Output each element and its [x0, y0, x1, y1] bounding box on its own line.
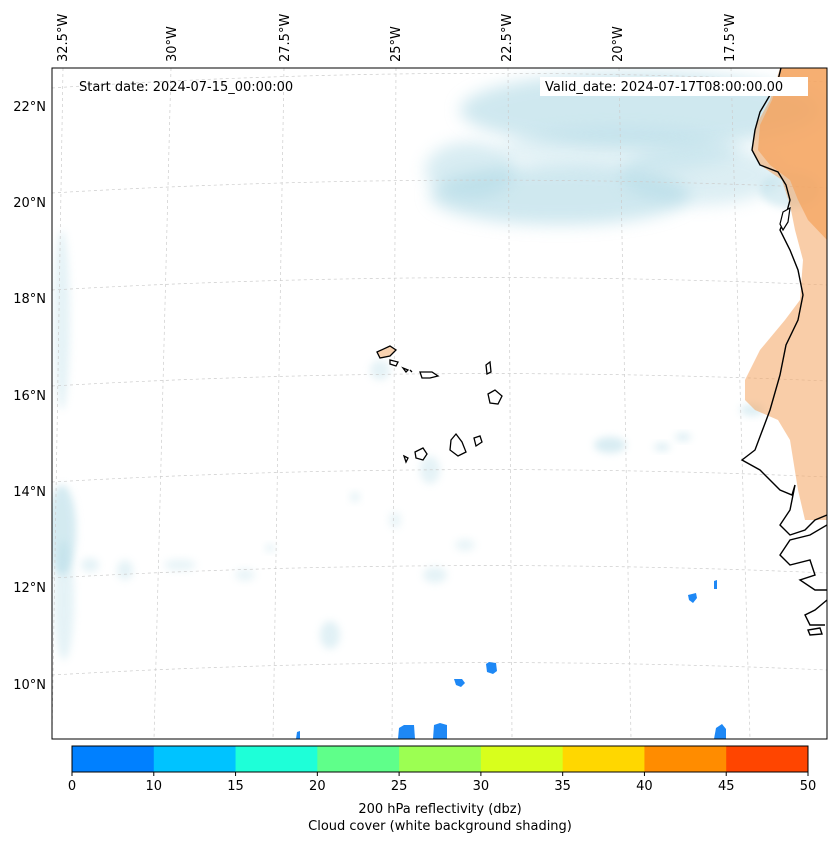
colorbar-tick-label: 40: [636, 779, 653, 794]
lon-tick-22-5w: 22.5°W: [500, 14, 515, 62]
colorbar-border: [71, 745, 809, 773]
colorbar-segment: [235, 746, 318, 772]
colorbar-segment: [562, 746, 645, 772]
valid-date-label: Valid_date: 2024-07-17T08:00:00.00: [545, 80, 783, 95]
start-date-label: Start date: 2024-07-15_00:00:00: [79, 80, 293, 95]
colorbar-tick-label: 20: [309, 779, 326, 794]
lon-tick-17-5w: 17.5°W: [723, 14, 738, 62]
colorbar: 0 10 15 20 25 30 35 40 45 50 200 hPa reflectivity…: [68, 745, 816, 834]
lat-tick-20n: 20°N: [13, 196, 46, 211]
colorbar-segments: [72, 746, 809, 772]
colorbar-label-cloud-cover: Cloud cover (white background shading): [308, 819, 572, 834]
cape-verde-islands: [376, 345, 503, 464]
colorbar-tick-label: 30: [473, 779, 490, 794]
latitude-tick-labels: 22°N 20°N 18°N 16°N 14°N 12°N 10°N: [13, 100, 46, 693]
colorbar-segment: [72, 746, 155, 772]
lon-tick-25w: 25°W: [389, 26, 404, 62]
cloud-cover-shading: [52, 72, 820, 660]
reflectivity-echoes: [296, 580, 726, 739]
colorbar-tick-label: 0: [68, 779, 76, 794]
colorbar-tick-label: 35: [554, 779, 571, 794]
lon-tick-27-5w: 27.5°W: [278, 14, 293, 62]
colorbar-label-reflectivity: 200 hPa reflectivity (dbz): [358, 802, 521, 817]
africa-coastline: [740, 68, 827, 636]
colorbar-segment: [726, 746, 809, 772]
colorbar-segment: [153, 746, 237, 772]
lat-tick-12n: 12°N: [13, 581, 46, 596]
longitude-tick-labels: 32.5°W 30°W 27.5°W 25°W 22.5°W 20°W 17.5…: [56, 14, 738, 62]
banc-arguin: [779, 206, 791, 232]
colorbar-tick-label: 50: [800, 779, 817, 794]
lat-tick-10n: 10°N: [13, 678, 46, 693]
colorbar-tick-label: 10: [146, 779, 163, 794]
colorbar-segment: [644, 746, 727, 772]
colorbar-tick-label: 15: [227, 779, 244, 794]
gridlines: [52, 68, 827, 739]
lon-tick-20w: 20°W: [611, 26, 626, 62]
lat-tick-22n: 22°N: [13, 100, 46, 115]
colorbar-tick-label: 45: [718, 779, 735, 794]
sahara-land-dark: [758, 68, 827, 240]
map-border: [51, 67, 828, 740]
lon-tick-32-5w: 32.5°W: [56, 14, 71, 62]
valid-date-box: [540, 77, 808, 96]
lat-tick-18n: 18°N: [13, 292, 46, 307]
colorbar-ticks: 0 10 15 20 25 30 35 40 45 50: [68, 772, 816, 794]
lat-tick-16n: 16°N: [13, 389, 46, 404]
lon-tick-30w: 30°W: [165, 26, 180, 62]
lat-tick-14n: 14°N: [13, 485, 46, 500]
colorbar-segment: [399, 746, 482, 772]
colorbar-segment: [317, 746, 400, 772]
colorbar-segment: [480, 746, 564, 772]
colorbar-tick-label: 25: [391, 779, 408, 794]
